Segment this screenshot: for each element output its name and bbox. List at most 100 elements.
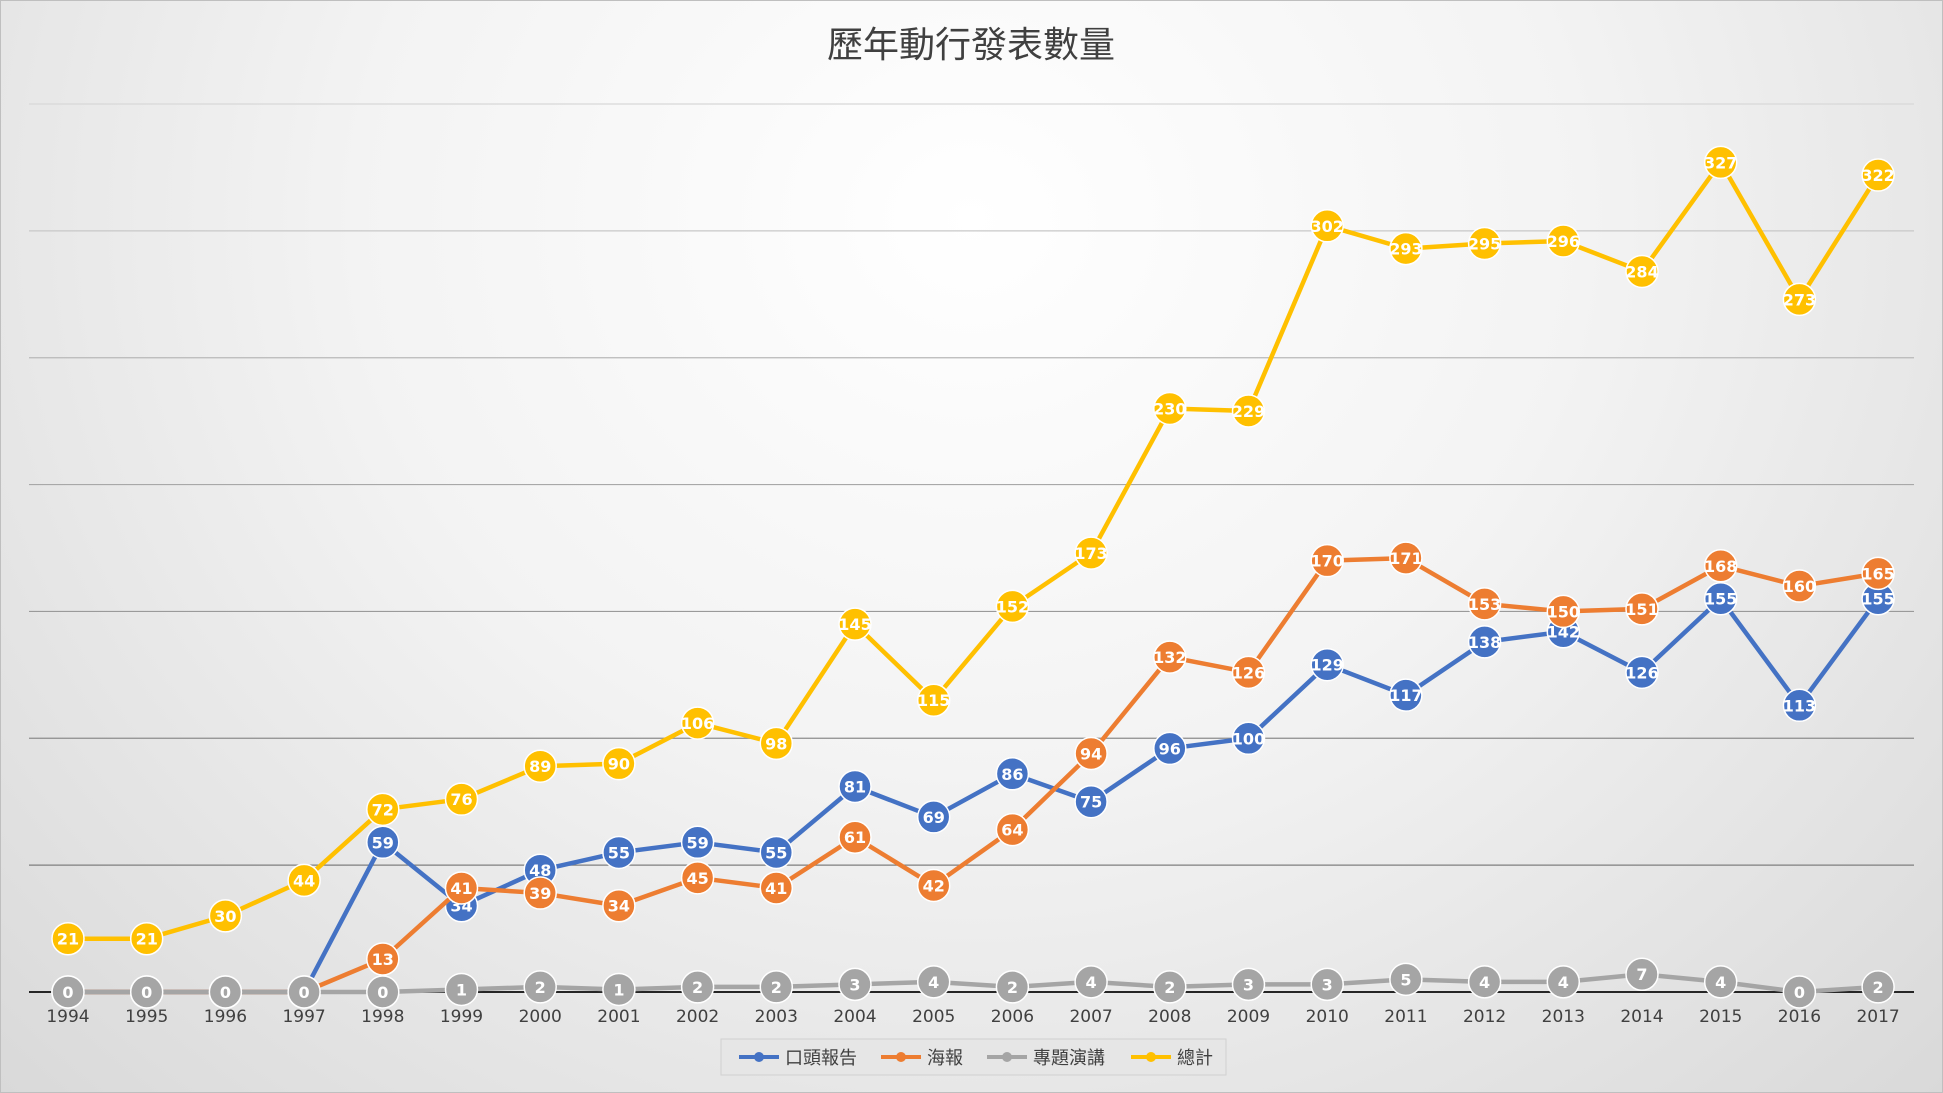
data-point[interactable] <box>1153 391 1187 426</box>
legend-label: 專題演講 <box>1033 1048 1105 1069</box>
data-point[interactable] <box>444 972 479 1007</box>
data-label: 170 <box>1310 552 1343 571</box>
data-point[interactable] <box>602 835 636 870</box>
data-point[interactable] <box>838 607 872 641</box>
data-point[interactable] <box>129 921 164 956</box>
data-point[interactable] <box>1467 625 1502 659</box>
data-point[interactable] <box>1389 962 1423 997</box>
data-point[interactable] <box>916 800 951 834</box>
data-point[interactable] <box>1310 543 1344 578</box>
data-point[interactable] <box>680 706 715 740</box>
legend-item[interactable]: 海報 <box>881 1048 963 1069</box>
data-point[interactable] <box>1861 556 1895 591</box>
data-point[interactable] <box>523 970 557 1004</box>
data-label: 115 <box>917 691 950 710</box>
data-point[interactable] <box>995 812 1030 847</box>
data-point[interactable] <box>1389 231 1423 266</box>
data-point[interactable] <box>995 970 1030 1004</box>
data-point[interactable] <box>1467 965 1502 999</box>
data-point[interactable] <box>1546 224 1581 258</box>
data-point[interactable] <box>1703 581 1738 616</box>
data-point[interactable] <box>287 863 321 898</box>
data-point[interactable] <box>1861 970 1895 1004</box>
data-point[interactable] <box>1074 965 1108 999</box>
data-point[interactable] <box>916 965 951 999</box>
data-point[interactable] <box>523 749 557 783</box>
legend-item[interactable]: 口頭報告 <box>739 1048 857 1069</box>
data-point[interactable] <box>287 975 321 1009</box>
data-point[interactable] <box>1074 784 1108 819</box>
legend-item[interactable]: 總計 <box>1131 1048 1213 1069</box>
data-point[interactable] <box>1231 967 1266 1002</box>
data-label: 3 <box>1243 975 1254 994</box>
data-point[interactable] <box>1153 970 1187 1004</box>
data-point[interactable] <box>51 921 85 956</box>
data-point[interactable] <box>444 871 479 905</box>
data-point[interactable] <box>1310 967 1344 1002</box>
data-point[interactable] <box>916 868 951 903</box>
data-point[interactable] <box>602 888 636 923</box>
data-point[interactable] <box>759 871 794 905</box>
data-point[interactable] <box>1625 957 1659 991</box>
data-point[interactable] <box>916 683 951 717</box>
data-point[interactable] <box>1703 965 1738 999</box>
data-point[interactable] <box>995 589 1030 624</box>
data-point[interactable] <box>995 757 1030 791</box>
data-point[interactable] <box>680 861 715 895</box>
data-point[interactable] <box>759 970 794 1004</box>
data-point[interactable] <box>680 970 715 1004</box>
data-point[interactable] <box>51 975 85 1009</box>
data-point[interactable] <box>1074 536 1108 570</box>
legend-item[interactable]: 專題演講 <box>987 1048 1105 1069</box>
data-point[interactable] <box>838 769 872 804</box>
data-point[interactable] <box>208 899 243 933</box>
data-point[interactable] <box>602 972 636 1007</box>
data-point[interactable] <box>1310 647 1344 682</box>
data-point[interactable] <box>1074 736 1108 771</box>
data-point[interactable] <box>208 975 243 1009</box>
data-point[interactable] <box>1782 569 1817 603</box>
data-point[interactable] <box>1153 640 1187 674</box>
data-label: 34 <box>608 897 630 916</box>
data-point[interactable] <box>366 792 400 827</box>
data-point[interactable] <box>1389 678 1423 712</box>
data-point[interactable] <box>1625 592 1659 626</box>
data-point[interactable] <box>366 825 400 860</box>
data-point[interactable] <box>1467 587 1502 621</box>
data-point[interactable] <box>1231 721 1266 756</box>
data-point[interactable] <box>1389 541 1423 575</box>
data-point[interactable] <box>444 782 479 816</box>
data-label: 3 <box>849 975 860 994</box>
data-point[interactable] <box>1546 594 1581 629</box>
data-point[interactable] <box>759 726 794 761</box>
data-point[interactable] <box>1703 145 1738 180</box>
data-point[interactable] <box>1467 226 1502 261</box>
legend-swatch-marker <box>754 1052 764 1062</box>
data-point[interactable] <box>129 975 164 1009</box>
data-point[interactable] <box>602 746 636 781</box>
data-point[interactable] <box>1310 209 1344 243</box>
data-point[interactable] <box>680 825 715 860</box>
data-label: 44 <box>293 871 315 890</box>
legend[interactable]: 口頭報告 海報 專題演講 總計 <box>720 1038 1227 1076</box>
data-point[interactable] <box>1546 965 1581 999</box>
data-point[interactable] <box>1782 975 1817 1009</box>
data-point[interactable] <box>1625 254 1659 289</box>
data-point[interactable] <box>366 975 400 1009</box>
data-label: 30 <box>214 907 236 926</box>
x-tick-label: 2002 <box>676 1007 719 1027</box>
data-point[interactable] <box>838 967 872 1002</box>
data-point[interactable] <box>1231 655 1266 690</box>
data-point[interactable] <box>1625 655 1659 690</box>
data-point[interactable] <box>366 942 400 976</box>
data-point[interactable] <box>523 876 557 910</box>
data-point[interactable] <box>1703 549 1738 583</box>
data-point[interactable] <box>1861 158 1895 192</box>
data-point[interactable] <box>838 820 872 854</box>
data-point[interactable] <box>1231 394 1266 428</box>
data-point[interactable] <box>759 835 794 870</box>
data-point[interactable] <box>1782 688 1817 723</box>
data-point[interactable] <box>1782 282 1817 317</box>
data-point[interactable] <box>1153 731 1187 766</box>
data-label: 64 <box>1001 821 1023 840</box>
